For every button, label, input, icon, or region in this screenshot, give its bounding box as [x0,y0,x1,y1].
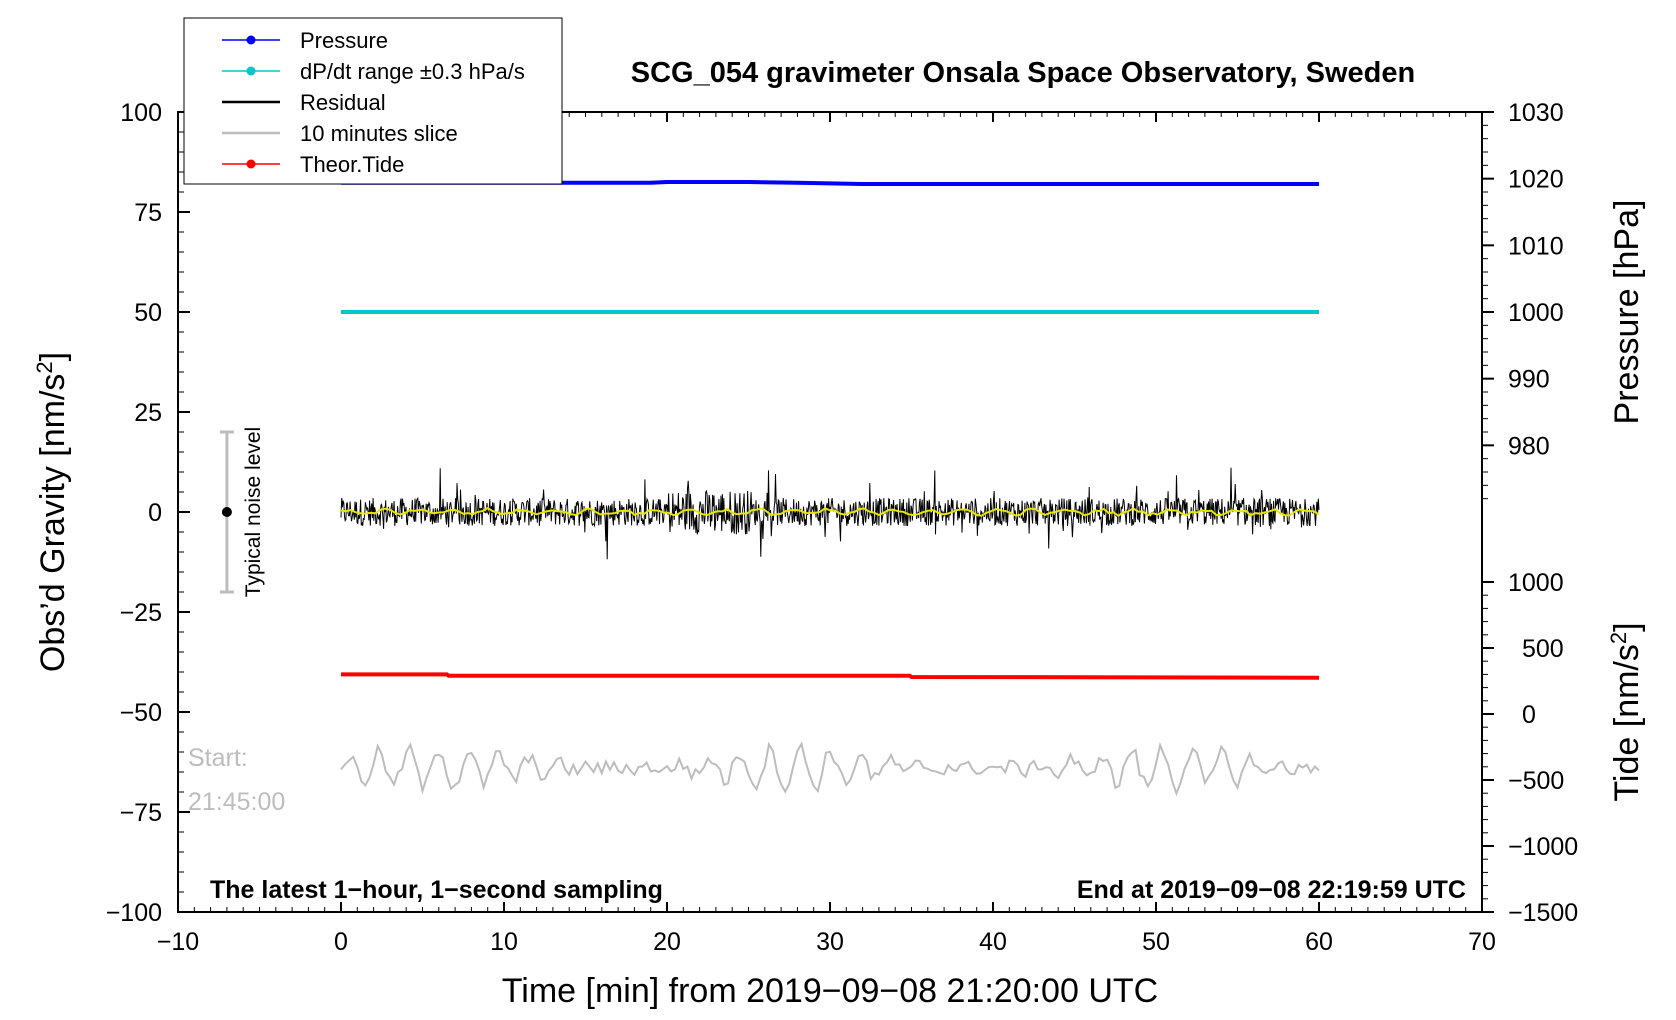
x-axis-title: Time [min] from 2019−09−08 21:20:00 UTC [502,972,1158,1010]
x-tick-label: 40 [979,928,1007,956]
tide-tick-label: 1000 [1508,569,1564,597]
tide-tick-label: 0 [1522,701,1536,729]
y-tick-label: −75 [120,799,162,827]
legend-label: Theor.Tide [300,152,404,177]
sampling-note: The latest 1−hour, 1−second sampling [210,876,663,904]
pressure-tick-label: 990 [1508,366,1550,394]
noise-bar-label: Typical noise level [242,427,265,597]
y-tick-label: 50 [134,299,162,327]
y-axis-gravity: 100 75 50 25 0 −25 −50 −75 −100 [106,99,190,927]
pressure-tick-label: 1010 [1508,232,1564,260]
smoothed-residual-line [340,506,1320,518]
x-tick-label: 30 [816,928,844,956]
legend-marker [246,66,256,76]
legend-label: 10 minutes slice [300,121,458,146]
pressure-tick-label: 980 [1508,432,1550,460]
legend-marker [246,159,256,169]
legend-label: dP/dt range ±0.3 hPa/s [300,59,525,84]
pressure-line [341,180,1319,186]
y-tick-label: 25 [134,399,162,427]
series-layer [340,180,1320,797]
y-tick-label: −25 [120,599,162,627]
x-tick-label: 10 [490,928,518,956]
y-tick-label: 100 [120,99,162,127]
tide-tick-label: 500 [1522,635,1564,663]
x-axis: −10 0 10 20 30 40 50 60 70 [157,112,1496,956]
y-axis-tide: 1000 500 0 −500 −1000 −1500 [1482,569,1578,927]
pressure-tick-label: 1000 [1508,299,1564,327]
ten-minute-slice-line [340,741,1320,797]
x-tick-label: 50 [1142,928,1170,956]
tide-tick-label: −1500 [1508,899,1578,927]
x-tick-label: 70 [1468,928,1496,956]
noise-bar: Typical noise level [219,427,265,597]
x-tick-label: 60 [1305,928,1333,956]
legend-label: Residual [300,90,386,115]
tide-tick-label: −1000 [1508,833,1578,861]
residual-line [340,467,1320,560]
pressure-tick-label: 1030 [1508,99,1564,127]
legend-marker [246,35,256,45]
y-tick-label: −100 [106,899,162,927]
pressure-tick-label: 1020 [1508,166,1564,194]
start-time: 21:45:00 [188,788,285,816]
theor-tide-line [341,672,1320,680]
x-tick-label: 20 [653,928,681,956]
x-tick-label: 0 [334,928,348,956]
y-tick-label: 0 [148,499,162,527]
end-time-note: End at 2019−09−08 22:19:59 UTC [1077,876,1466,904]
legend: Pressure dP/dt range ±0.3 hPa/s Residual 10… [183,17,563,185]
noise-bar-center [221,507,232,517]
tide-tick-label: −500 [1508,767,1564,795]
start-label: Start: [188,744,248,772]
y-tick-label: 75 [134,199,162,227]
y-tick-label: −50 [120,699,162,727]
y-axis-gravity-title: Obs’d Gravity [nm/s2] [32,352,72,672]
y-axis-tide-title: Tide [nm/s2] [1606,622,1646,801]
chart-title: SCG_054 gravimeter Onsala Space Observat… [631,57,1415,89]
legend-label: Pressure [300,28,388,53]
y-axis-pressure: 1030 1020 1010 1000 990 980 [1482,99,1564,500]
x-tick-label: −10 [157,928,199,956]
y-axis-pressure-title: Pressure [hPa] [1608,200,1646,425]
